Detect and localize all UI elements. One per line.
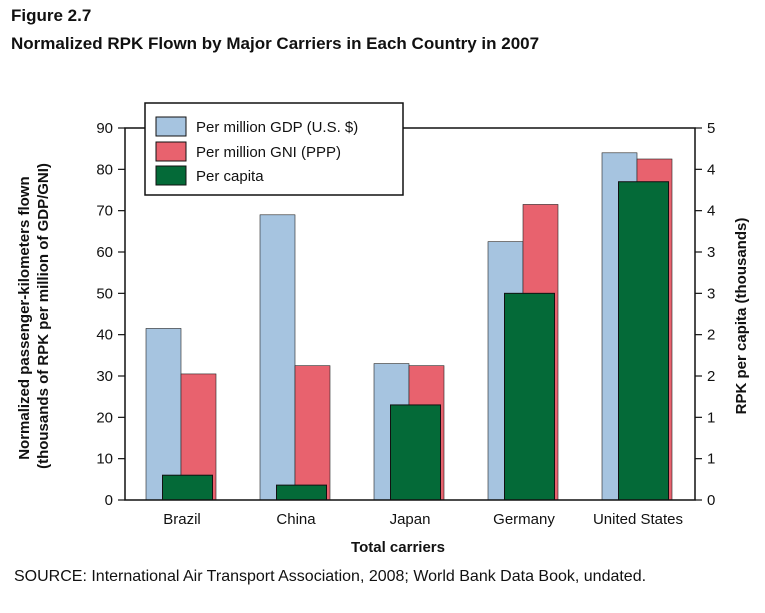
bar-per-capita-united-states [618,181,669,501]
x-tick-label-japan: Japan [390,511,431,528]
y-tick-label-60: 60 [96,244,113,261]
legend-label-per-capita: Per capita [196,168,264,185]
y2-tick-label-6: 3 [707,244,715,261]
figure-title: Normalized RPK Flown by Major Carriers i… [11,34,540,53]
y2-tick-label-9: 5 [707,120,715,137]
bar-per-capita-brazil [162,474,213,501]
y-tick-label-10: 10 [96,451,113,468]
y-tick-label-40: 40 [96,327,113,344]
y-tick-label-30: 30 [96,368,113,385]
y-axis-title-line-2: (thousands of RPK per million of GDP/GNI… [35,163,52,469]
figure-label: Figure 2.7 [11,6,92,25]
y2-tick-label-3: 2 [707,368,715,385]
y2-tick-label-0: 0 [707,492,715,509]
y-tick-label-70: 70 [96,203,113,220]
legend-swatch-gdp [155,116,187,137]
legend-label-gdp: Per million GDP (U.S. $) [196,119,358,136]
x-axis-title: Total carriers [351,539,445,556]
y-tick-label-20: 20 [96,409,113,426]
legend-label-gni: Per million GNI (PPP) [196,144,341,161]
bar-per-capita-germany [504,292,555,501]
bar-gdp-brazil [145,328,182,501]
source-note: SOURCE: International Air Transport Asso… [14,568,647,585]
bar-per-capita-china [276,484,327,501]
y-tick-label-90: 90 [96,120,113,137]
bar-gdp-china [259,214,296,501]
y-axis-title-line-1: Normalized passenger-kilometers flown [16,176,33,459]
plot-area: Brazil China Japan Germany United States0102… [96,120,715,528]
bar-chart: Brazil China Japan Germany United States0102… [16,102,750,556]
x-tick-label-china: China [276,511,316,528]
y2-tick-label-5: 3 [707,285,715,302]
x-tick-label-united-states: United States [593,511,683,528]
legend-swatch-per-capita [155,165,187,186]
legend-box [144,102,404,196]
y-tick-label-50: 50 [96,285,113,302]
plot-frame [124,127,696,501]
y-tick-label-80: 80 [96,161,113,178]
y2-tick-label-2: 1 [707,409,715,426]
y-tick-label-0: 0 [105,492,113,509]
y2-tick-label-1: 1 [707,451,715,468]
y2-tick-label-8: 4 [707,161,715,178]
x-tick-label-brazil: Brazil [163,511,201,528]
y-axis-title: Normalized passenger-kilometers flown (t… [16,163,52,469]
bar-gni-china [294,365,331,501]
bar-per-capita-japan [390,404,441,501]
x-tick-label-germany: Germany [493,511,555,528]
legend-swatch-gni [155,141,187,162]
y2-axis-title: RPK per capita (thousands) [733,218,750,415]
y2-tick-label-7: 4 [707,203,715,220]
legend: Per million GDP (U.S. $) Per million GNI… [144,102,404,196]
y2-tick-label-4: 2 [707,327,715,344]
